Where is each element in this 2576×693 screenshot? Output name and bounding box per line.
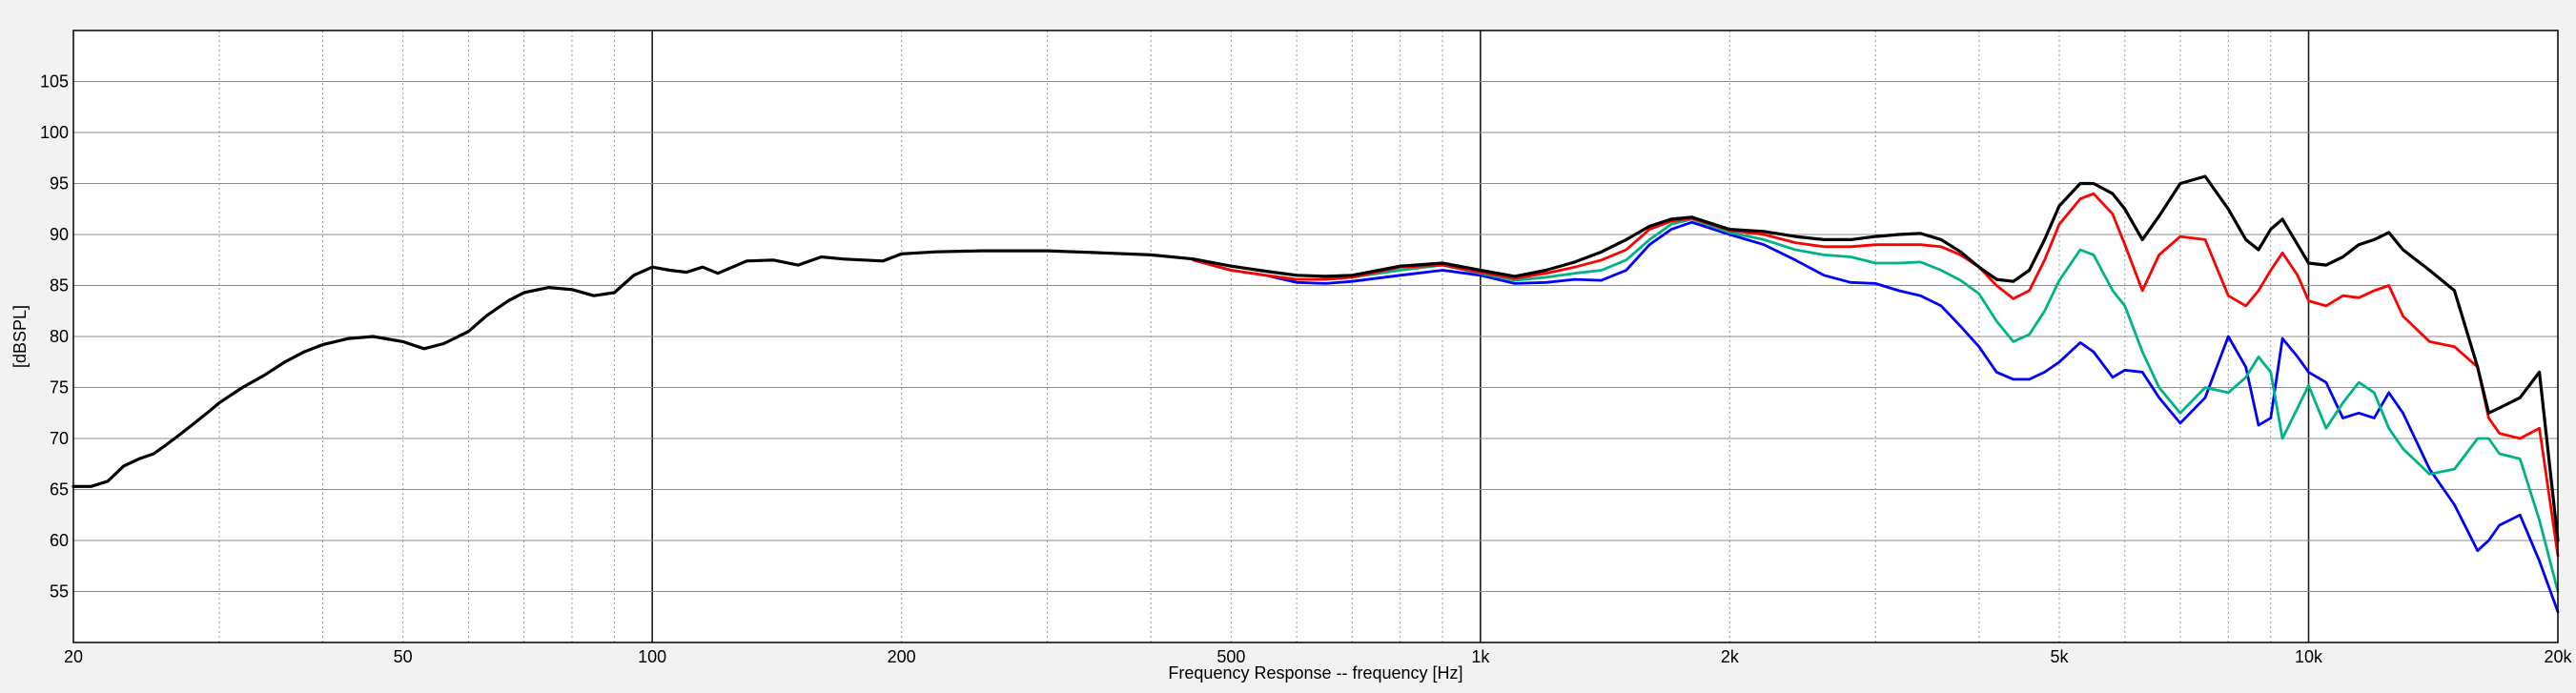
y-tick-label: 95 [50, 174, 69, 194]
grid-layer [73, 31, 2558, 642]
x-tick-label: 200 [888, 647, 916, 666]
x-tick-label: 2k [1721, 647, 1740, 666]
y-tick-label: 65 [50, 480, 69, 499]
x-tick-label: 10k [2295, 647, 2323, 666]
y-tick-label: 80 [50, 327, 69, 346]
x-tick-label: 50 [394, 647, 413, 666]
series-line [1192, 220, 2560, 614]
y-tick-label: 105 [40, 72, 69, 92]
y-tick-label: 90 [50, 225, 69, 244]
y-axis-title: [dBSPL] [10, 305, 30, 368]
y-tick-label: 100 [40, 123, 69, 142]
x-tick-label: 20k [2544, 647, 2572, 666]
y-tick-label: 55 [50, 582, 69, 601]
x-tick-label: 1k [1471, 647, 1490, 666]
series-line [1192, 217, 2560, 593]
series-line [1192, 192, 2560, 558]
plot-frame [72, 30, 2559, 643]
y-tick-label: 85 [50, 276, 69, 296]
y-tick-label: 75 [50, 378, 69, 397]
x-axis-title: Frequency Response -- frequency [Hz] [1168, 663, 1462, 683]
y-tick-label: 60 [50, 531, 69, 550]
series-layer [72, 174, 2560, 614]
x-tick-label: 5k [2051, 647, 2070, 666]
y-tick-label: 70 [50, 429, 69, 448]
series-line [72, 174, 2560, 542]
x-tick-label: 100 [638, 647, 666, 666]
x-tick-label: 500 [1216, 647, 1245, 666]
tick-label-layer: 20 50 100 200 500 1k 2k 5k 10k 20k 55 60 65 70 75 80 85 9… [40, 72, 2573, 667]
x-tick-label: 20 [64, 647, 83, 666]
